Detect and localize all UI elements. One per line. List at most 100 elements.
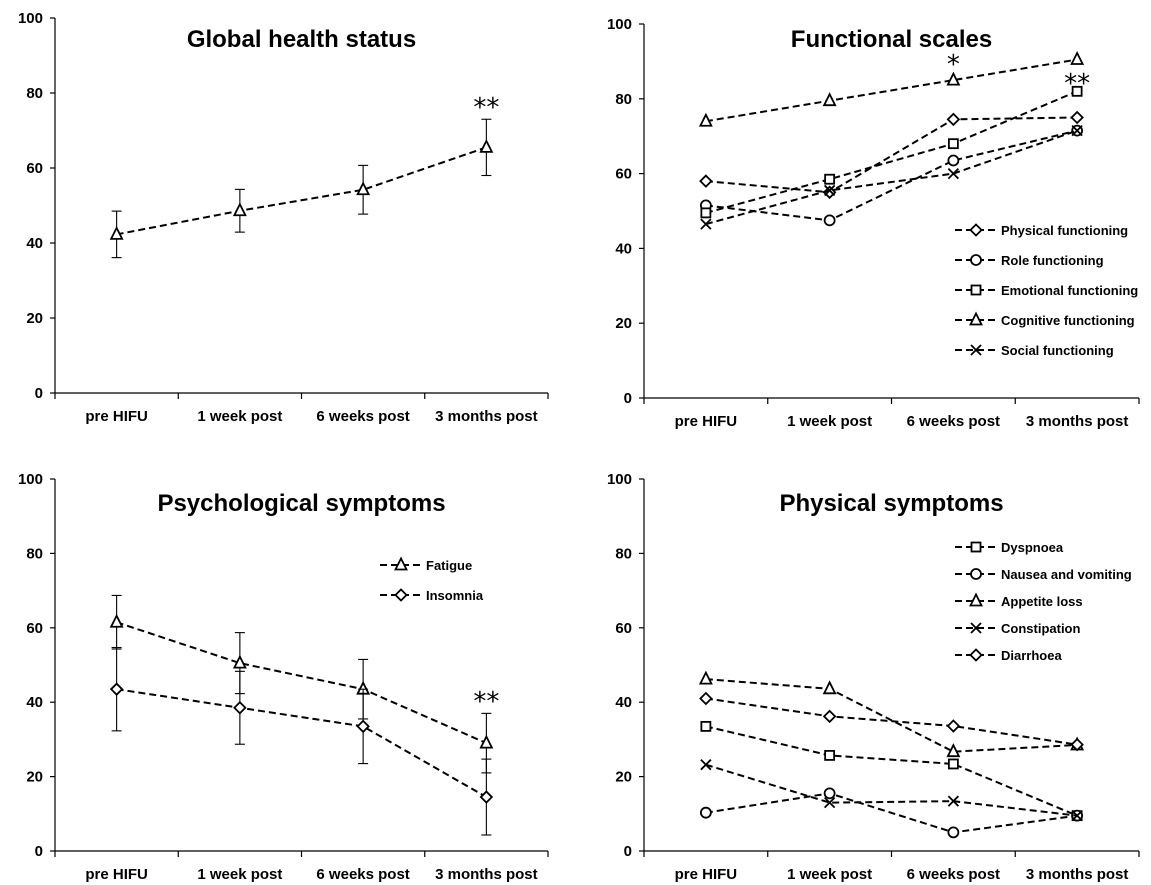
series-line	[116, 688, 487, 798]
legend-label: Emotional functioning	[1001, 283, 1138, 298]
data-point	[946, 719, 961, 733]
chart-title: Psychological symptoms	[157, 490, 445, 517]
legend: Fatigue Insomnia	[380, 556, 484, 603]
series-cognitive-functioning	[698, 51, 1085, 127]
x-tick-label: 6 weeks post	[316, 866, 409, 883]
data-point	[699, 691, 713, 706]
data-point	[698, 670, 713, 685]
legend: Physical functioning Role functioning Emot…	[955, 223, 1138, 358]
chart-panel-4: Physical symptoms 0 20 40 60 80 100 pre HIFU 1 w…	[607, 471, 1140, 883]
series-line	[116, 621, 487, 745]
y-tick-label: 40	[26, 694, 43, 711]
data-point	[1071, 810, 1083, 822]
series-line	[705, 792, 1078, 834]
x-tick-label: pre HIFU	[675, 413, 738, 430]
y-tick-label: 100	[607, 471, 632, 488]
legend-label: Appetite loss	[1001, 594, 1083, 609]
y-tick-label: 60	[615, 166, 632, 183]
y-tick-label: 0	[624, 843, 632, 860]
legend-label: Nausea and vomiting	[1001, 567, 1132, 582]
significance-marker: **	[1064, 69, 1090, 99]
y-tick-label: 0	[35, 843, 43, 860]
data-point	[700, 207, 712, 219]
chart-title: Physical symptoms	[779, 490, 1003, 517]
data-point	[1071, 124, 1083, 137]
data-point	[947, 826, 960, 839]
x-tick-label: 6 weeks post	[907, 413, 1000, 430]
data-point	[822, 680, 837, 695]
x-tick-label: 1 week post	[787, 413, 872, 430]
legend: Dyspnoea Nausea and vomiting Appetite loss…	[955, 540, 1132, 663]
data-point	[946, 743, 961, 758]
x-tick-label: pre HIFU	[85, 866, 148, 883]
legend-marker	[970, 622, 982, 634]
series-emotional-functioning	[700, 85, 1083, 219]
x-tick-label: 6 weeks post	[316, 408, 409, 425]
data-point	[698, 112, 713, 127]
series-line	[705, 58, 1078, 123]
series-line	[705, 129, 1078, 226]
data-point	[232, 202, 247, 217]
legend-label: Physical functioning	[1001, 223, 1128, 238]
data-point	[356, 719, 370, 734]
data-point	[479, 138, 494, 153]
y-tick-label: 80	[26, 85, 43, 102]
x-tick-label: 3 months post	[435, 866, 538, 883]
chart-title: Global health status	[187, 26, 416, 53]
y-tick-label: 80	[615, 545, 632, 562]
legend-label: Role functioning	[1001, 253, 1104, 268]
y-tick-label: 20	[26, 769, 43, 786]
y-tick-label: 0	[624, 390, 632, 407]
series-line	[705, 725, 1078, 817]
y-tick-label: 100	[607, 16, 632, 33]
data-point	[479, 790, 494, 804]
x-tick-label: 3 months post	[1026, 413, 1129, 430]
y-tick-label: 60	[615, 620, 632, 637]
data-point	[699, 174, 713, 188]
data-point	[109, 613, 124, 628]
y-tick-label: 80	[615, 91, 632, 108]
series-insomnia	[109, 646, 494, 836]
x-tick-label: 3 months post	[1026, 866, 1129, 883]
x-tick-label: 1 week post	[787, 866, 872, 883]
y-tick-label: 60	[26, 160, 43, 177]
chart-panel-3: Psychological symptoms 0 20 40 60 80 100 pre HI…	[18, 471, 549, 883]
data-point	[947, 167, 960, 180]
series-fatigue	[109, 594, 494, 774]
y-tick-label: 40	[26, 235, 43, 252]
data-point	[947, 758, 959, 770]
series-line	[705, 678, 1078, 753]
data-point	[823, 797, 836, 809]
series-diarrhoea	[699, 691, 1084, 752]
data-point	[1070, 737, 1084, 752]
legend-label: Dyspnoea	[1001, 540, 1064, 555]
legend-marker	[970, 344, 982, 356]
chart-panel-1: Global health status 0 20 40 60 80 100 pre HIFU…	[18, 10, 549, 425]
data-point	[1071, 85, 1083, 97]
series-physical-functioning	[699, 110, 1084, 200]
data-point	[947, 795, 960, 807]
series-nausea-and-vomiting	[699, 787, 1084, 839]
legend-label: Social functioning	[1001, 343, 1114, 358]
legend-marker	[394, 588, 408, 602]
legend-marker	[969, 311, 983, 326]
x-tick-label: pre HIFU	[675, 866, 738, 883]
legend-label: Fatigue	[426, 558, 472, 573]
y-tick-label: 80	[26, 545, 43, 562]
data-point	[823, 787, 836, 800]
chart-title: Functional scales	[791, 26, 992, 53]
series-line	[116, 146, 487, 236]
series-line	[705, 697, 1078, 746]
y-tick-label: 60	[26, 620, 43, 637]
y-tick-label: 20	[615, 315, 632, 332]
data-point	[109, 225, 124, 240]
data-point	[824, 749, 836, 761]
y-tick-label: 20	[615, 769, 632, 786]
legend-label: Insomnia	[426, 588, 484, 603]
significance-marker: **	[473, 93, 499, 123]
y-tick-label: 100	[18, 471, 43, 488]
data-point	[700, 720, 712, 732]
x-tick-label: pre HIFU	[85, 408, 148, 425]
x-tick-label: 6 weeks post	[907, 866, 1000, 883]
